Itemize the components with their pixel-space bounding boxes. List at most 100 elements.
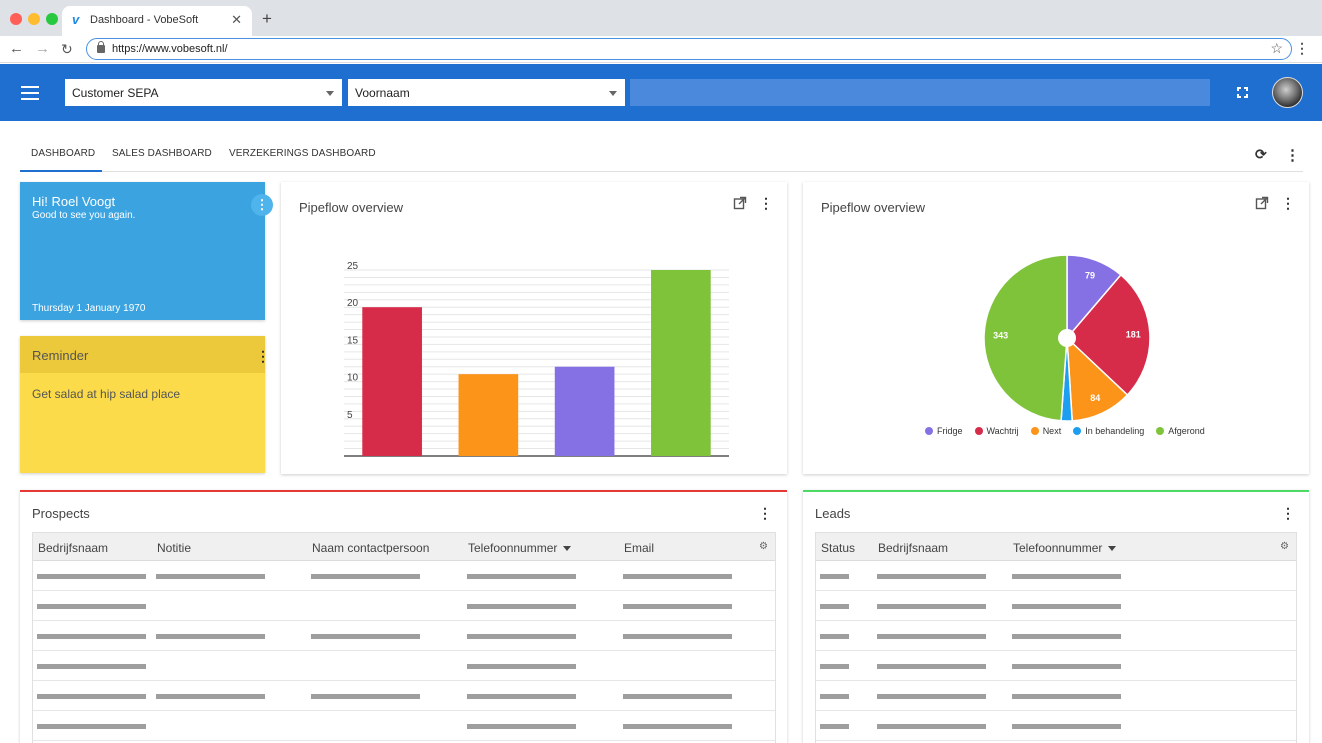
column-settings-icon[interactable]: ⚙ — [759, 541, 768, 552]
redacted-cell — [877, 694, 986, 699]
redacted-cell — [820, 634, 849, 639]
redacted-cell — [156, 574, 265, 579]
tab-sales-dashboard[interactable]: SALES DASHBOARD — [112, 148, 212, 159]
table-row[interactable] — [33, 591, 775, 621]
new-tab-icon[interactable]: + — [262, 9, 272, 28]
legend-item[interactable]: Fridge — [925, 426, 963, 436]
pie-slice[interactable] — [1066, 336, 1129, 422]
fullscreen-icon[interactable] — [1237, 87, 1248, 98]
prospects-title: Prospects — [32, 506, 90, 521]
menu-dots-icon[interactable]: ⋮ — [1295, 40, 1309, 56]
table-row[interactable] — [33, 681, 775, 711]
column-header[interactable]: Telefoonnummer — [1013, 541, 1117, 555]
bar[interactable] — [458, 374, 519, 456]
table-row[interactable] — [816, 621, 1296, 651]
maximize-window-button[interactable] — [46, 13, 58, 25]
legend-label: In behandeling — [1085, 426, 1145, 436]
browser-tab-strip: v Dashboard - VobeSoft ✕ + — [0, 0, 1322, 36]
chevron-down-icon — [326, 91, 334, 96]
table-row[interactable] — [816, 591, 1296, 621]
table-row[interactable] — [816, 711, 1296, 741]
column-header[interactable]: Notitie — [157, 541, 191, 555]
customer-select[interactable]: Customer SEPA — [65, 79, 342, 106]
app-header: Customer SEPA Voornaam — [0, 64, 1322, 121]
more-options-icon[interactable]: ⋮ — [1281, 195, 1295, 211]
column-settings-icon[interactable]: ⚙ — [1280, 541, 1289, 552]
legend-item[interactable]: In behandeling — [1073, 426, 1144, 436]
minimize-window-button[interactable] — [28, 13, 40, 25]
more-options-icon[interactable]: ⋮ — [759, 195, 773, 211]
redacted-cell — [467, 574, 576, 579]
pie-slice[interactable] — [983, 254, 1068, 422]
star-icon[interactable]: ☆ — [1270, 40, 1283, 56]
redacted-cell — [467, 634, 576, 639]
avatar[interactable] — [1272, 77, 1303, 108]
more-options-icon[interactable]: ⋮ — [758, 505, 772, 521]
tab-dashboard[interactable]: DASHBOARD — [31, 148, 96, 159]
lock-icon — [97, 41, 105, 53]
table-row[interactable] — [33, 621, 775, 651]
redacted-cell — [467, 694, 576, 699]
pie-slice[interactable] — [1065, 273, 1151, 397]
table-row[interactable] — [816, 561, 1296, 591]
y-tick-label: 20 — [347, 298, 359, 309]
column-header[interactable]: Telefoonnummer — [468, 541, 572, 555]
tab-verzekerings-dashboard[interactable]: VERZEKERINGS DASHBOARD — [229, 148, 376, 159]
external-link-icon[interactable] — [733, 196, 747, 210]
more-options-icon[interactable]: ⋮ — [1281, 505, 1295, 521]
redacted-cell — [820, 604, 849, 609]
leads-title: Leads — [815, 506, 851, 521]
prospects-table: Bedrijfsnaam Notitie Naam contactpersoon Te… — [32, 532, 776, 743]
bar-chart: 5 10 15 20 25 — [344, 261, 729, 457]
redacted-cell — [311, 574, 420, 579]
forward-arrow-icon[interactable]: → — [35, 40, 50, 57]
close-tab-icon[interactable]: ✕ — [231, 12, 242, 27]
table-row[interactable] — [816, 681, 1296, 711]
column-header[interactable]: Email — [624, 541, 654, 555]
redacted-cell — [623, 694, 732, 699]
redacted-cell — [37, 634, 146, 639]
refresh-icon[interactable]: ⟳ — [1255, 146, 1267, 162]
column-header[interactable]: Bedrijfsnaam — [38, 541, 108, 555]
name-select[interactable]: Voornaam — [348, 79, 625, 106]
hamburger-menu-icon[interactable] — [21, 86, 39, 100]
redacted-cell — [37, 694, 146, 699]
redacted-cell — [1012, 724, 1121, 729]
url-bar[interactable]: https://www.vobesoft.nl/ ☆ — [86, 38, 1292, 60]
reload-icon[interactable]: ↻ — [61, 41, 73, 57]
table-row[interactable] — [816, 651, 1296, 681]
more-options-icon[interactable]: ⋮ — [256, 348, 270, 364]
sort-caret-icon — [563, 546, 572, 552]
search-input[interactable] — [630, 79, 1210, 106]
column-header[interactable]: Status — [821, 541, 855, 555]
redacted-cell — [877, 664, 986, 669]
legend-dot — [1030, 427, 1039, 435]
column-header-label: Telefoonnummer — [468, 541, 558, 555]
column-header-label: Telefoonnummer — [1013, 541, 1103, 555]
back-arrow-icon[interactable]: ← — [9, 40, 24, 57]
legend-label: Fridge — [937, 426, 963, 436]
bar[interactable] — [554, 366, 615, 456]
external-link-icon[interactable] — [1255, 196, 1269, 210]
vobesoft-favicon-icon: v — [72, 12, 80, 27]
legend-item[interactable]: Next — [1030, 426, 1061, 436]
pie-legend: Fridge Wachtrij Next In behandeling Afgerond — [925, 426, 1205, 436]
legend-item[interactable]: Afgerond — [1156, 426, 1205, 436]
url-text[interactable]: https://www.vobesoft.nl/ — [112, 43, 228, 55]
redacted-cell — [1012, 664, 1121, 669]
redacted-cell — [1012, 634, 1121, 639]
column-header[interactable]: Naam contactpersoon — [312, 541, 429, 555]
bar[interactable] — [362, 307, 422, 456]
table-row[interactable] — [33, 651, 775, 681]
pie-chart-title: Pipeflow overview — [821, 200, 926, 215]
more-options-icon[interactable]: ⋮ — [1285, 147, 1300, 164]
bar[interactable] — [651, 270, 711, 456]
legend-item[interactable]: Wachtrij — [974, 426, 1019, 436]
browser-tab[interactable]: v Dashboard - VobeSoft ✕ — [62, 6, 252, 36]
more-options-icon[interactable]: ⋮ — [251, 194, 273, 216]
legend-dot — [1156, 427, 1165, 435]
table-row[interactable] — [33, 711, 775, 741]
table-row[interactable] — [33, 561, 775, 591]
column-header[interactable]: Bedrijfsnaam — [878, 541, 948, 555]
close-window-button[interactable] — [10, 13, 22, 25]
